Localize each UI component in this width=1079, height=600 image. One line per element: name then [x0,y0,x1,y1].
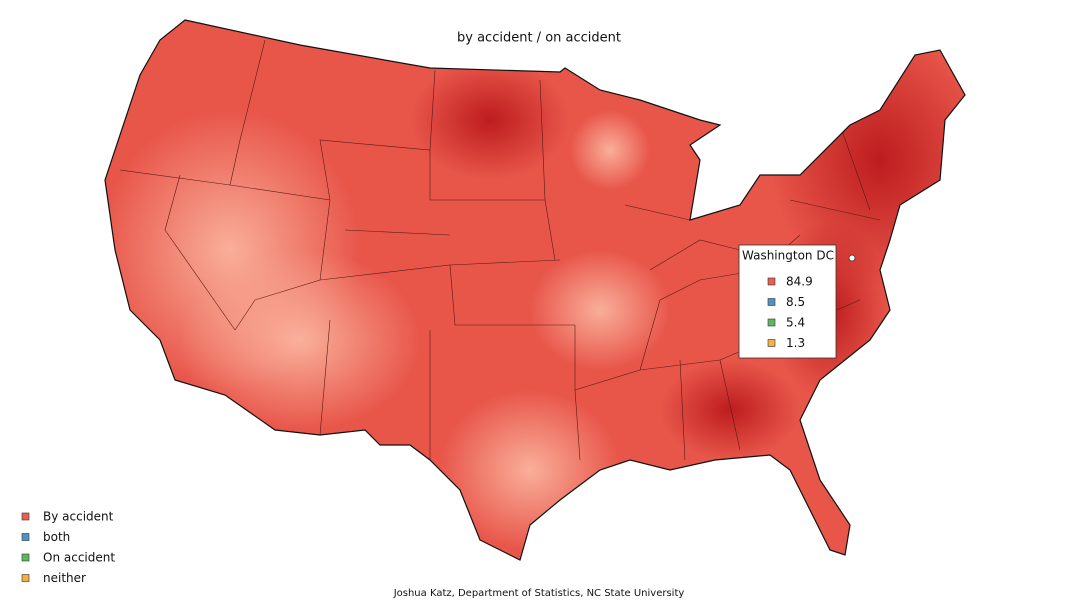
credit: Joshua Katz, Department of Statistics, N… [393,588,685,599]
tooltip: Washington DC 84.9 8.5 5.4 1.3 [738,244,837,359]
tooltip-swatch [767,318,776,327]
legend: By accident both On accident neither [21,510,115,585]
tooltip-swatch [767,277,776,286]
legend-swatch[interactable] [21,553,30,562]
legend-swatch[interactable] [21,574,30,582]
tooltip-value: 84.9 [786,275,813,289]
legend-label[interactable]: both [43,530,70,544]
legend-label[interactable]: On accident [43,551,115,565]
us-map [104,19,966,561]
tooltip-value: 1.3 [786,336,805,350]
legend-label[interactable]: By accident [43,510,114,524]
tooltip-box [738,244,837,359]
map-title: by accident / on accident [457,31,621,46]
location-dot[interactable] [848,254,856,262]
legend-swatch[interactable] [21,533,30,541]
tooltip-value: 5.4 [786,316,805,330]
tooltip-value: 8.5 [786,295,805,309]
tooltip-location: Washington DC [742,249,834,263]
legend-swatch[interactable] [21,512,30,521]
tooltip-swatch [767,298,776,306]
legend-label[interactable]: neither [43,571,86,585]
tooltip-swatch [767,339,776,347]
